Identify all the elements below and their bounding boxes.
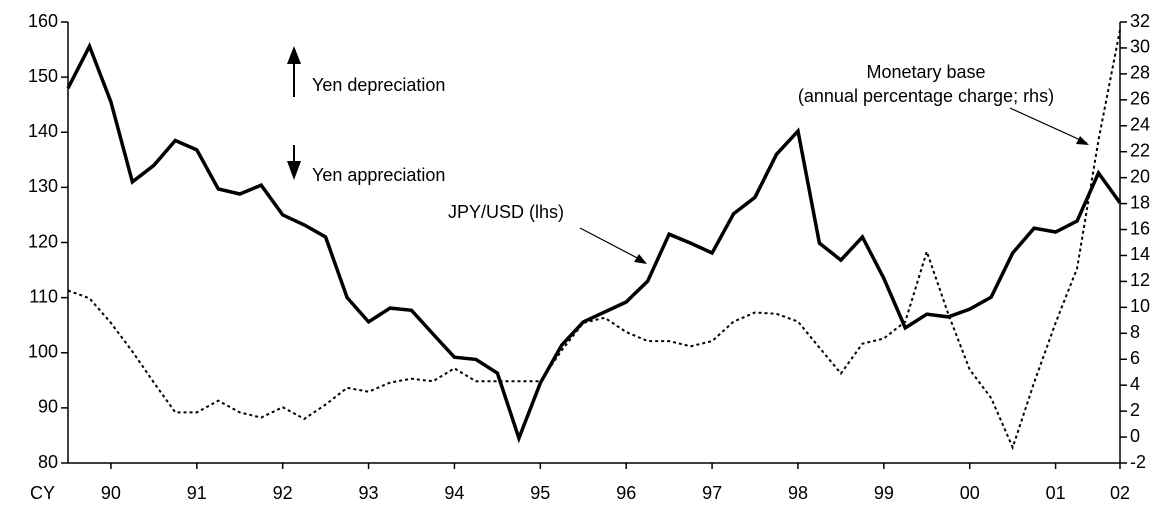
x-tick-label: 96 bbox=[616, 483, 636, 503]
y-tick-label: 130 bbox=[28, 176, 58, 196]
y2-tick-label: 10 bbox=[1130, 296, 1150, 316]
y-tick-label: 90 bbox=[38, 397, 58, 417]
series-label: JPY/USD (lhs) bbox=[448, 202, 564, 222]
x-tick-label: 01 bbox=[1046, 483, 1066, 503]
y-tick-label: 110 bbox=[29, 286, 58, 306]
x-tick-label: 98 bbox=[788, 483, 808, 503]
y2-tick-label: 28 bbox=[1130, 63, 1150, 83]
y2-tick-label: -2 bbox=[1130, 452, 1146, 472]
y2-tick-label: 2 bbox=[1130, 400, 1140, 420]
y-tick-label: 140 bbox=[28, 121, 58, 141]
x-tick-label: 92 bbox=[273, 483, 293, 503]
y-tick-label: 150 bbox=[28, 66, 58, 86]
annotation-rhs: (annual percentage charge; rhs) bbox=[798, 86, 1054, 106]
x-tick-label: 00 bbox=[960, 483, 980, 503]
y-tick-label: 120 bbox=[28, 231, 58, 251]
y2-tick-label: 30 bbox=[1130, 37, 1150, 57]
series-label: Monetary base bbox=[866, 62, 985, 82]
y2-tick-label: 4 bbox=[1130, 374, 1140, 394]
y2-tick-label: 14 bbox=[1130, 244, 1150, 264]
y2-tick-label: 24 bbox=[1130, 115, 1150, 135]
x-tick-label: 99 bbox=[874, 483, 894, 503]
y-tick-label: 100 bbox=[28, 342, 58, 362]
y-tick-label: 80 bbox=[38, 452, 58, 472]
x-tick-label: 93 bbox=[359, 483, 379, 503]
y2-tick-label: 8 bbox=[1130, 322, 1140, 342]
x-axis-label: CY bbox=[30, 483, 55, 503]
y2-tick-label: 18 bbox=[1130, 192, 1150, 212]
y2-tick-label: 0 bbox=[1130, 426, 1140, 446]
y2-tick-label: 12 bbox=[1130, 270, 1150, 290]
up-arrow bbox=[287, 46, 301, 97]
annotation-down: Yen appreciation bbox=[312, 165, 445, 185]
y2-tick-label: 26 bbox=[1130, 89, 1150, 109]
x-tick-label: 90 bbox=[101, 483, 121, 503]
y2-tick-label: 22 bbox=[1130, 140, 1150, 160]
y2-tick-label: 6 bbox=[1130, 348, 1140, 368]
x-tick-label: 95 bbox=[530, 483, 550, 503]
series-line bbox=[66, 42, 1122, 444]
y-tick-label: 160 bbox=[28, 11, 58, 31]
pointer-arrow bbox=[1009, 107, 1089, 145]
x-tick-label: 94 bbox=[444, 483, 464, 503]
y2-tick-label: 16 bbox=[1130, 218, 1150, 238]
annotation-up: Yen depreciation bbox=[312, 75, 445, 95]
pointer-arrow bbox=[579, 227, 647, 264]
down-arrow bbox=[287, 145, 301, 180]
x-tick-label: 97 bbox=[702, 483, 722, 503]
y2-tick-label: 32 bbox=[1130, 11, 1150, 31]
x-tick-label: 02 bbox=[1110, 483, 1130, 503]
x-tick-label: 91 bbox=[187, 483, 207, 503]
y2-tick-label: 20 bbox=[1130, 166, 1150, 186]
